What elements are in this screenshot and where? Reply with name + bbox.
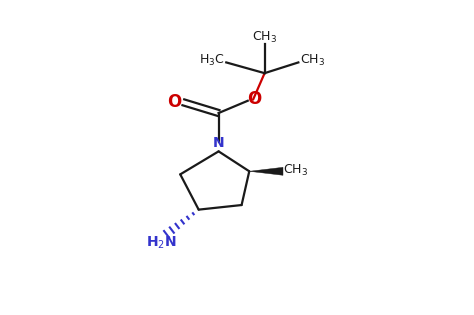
Text: O: O (168, 93, 182, 111)
Text: O: O (247, 90, 261, 108)
Polygon shape (249, 167, 283, 175)
Text: CH$_3$: CH$_3$ (252, 30, 277, 45)
Text: H$_3$C: H$_3$C (199, 52, 224, 67)
Text: CH$_3$: CH$_3$ (283, 163, 309, 178)
Text: N: N (213, 136, 224, 150)
Text: CH$_3$: CH$_3$ (301, 52, 326, 67)
Text: H$_2$N: H$_2$N (146, 235, 176, 251)
